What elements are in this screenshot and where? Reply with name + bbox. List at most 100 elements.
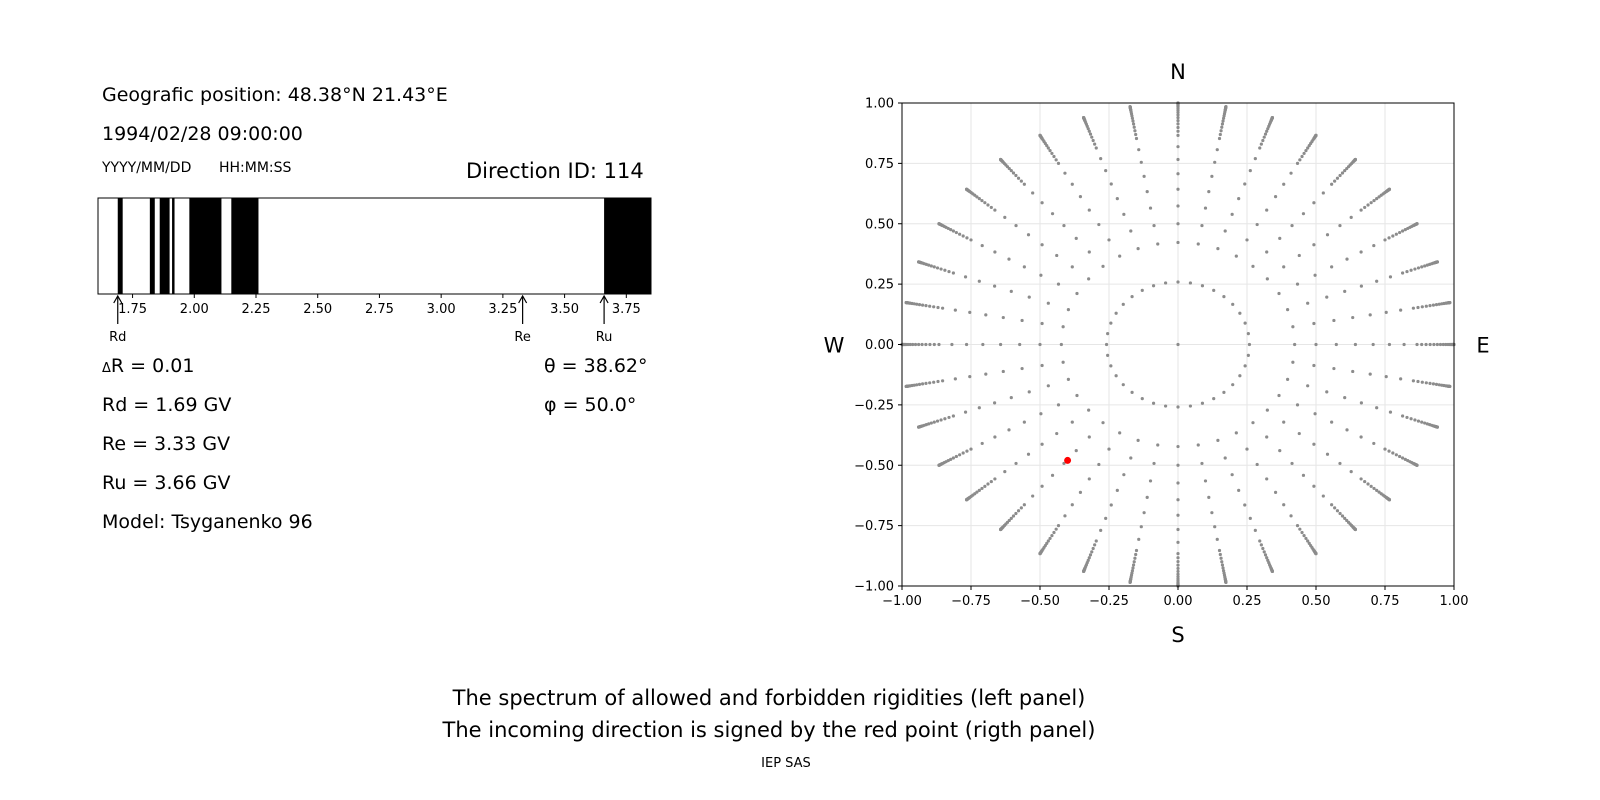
- direction-grid-point: [1265, 477, 1269, 481]
- direction-grid-point: [1176, 129, 1180, 133]
- direction-grid-point: [1221, 116, 1226, 120]
- direction-grid-point: [1152, 461, 1156, 466]
- direction-grid-point: [1216, 246, 1220, 251]
- spectrum-tick-label: 2.75: [365, 302, 394, 317]
- direction-grid-point: [1216, 438, 1220, 443]
- direction-grid-point: [1291, 325, 1295, 329]
- direction-grid-point: [1176, 527, 1180, 532]
- direction-grid-point: [1300, 154, 1304, 159]
- credit-label: IEP SAS: [761, 756, 811, 771]
- direction-grid-point: [1383, 238, 1387, 242]
- direction-grid-point: [1052, 530, 1056, 535]
- direction-grid-point: [947, 415, 951, 420]
- direction-grid-point: [1420, 380, 1424, 384]
- direction-grid-point: [1088, 553, 1093, 557]
- direction-grid-point: [1262, 550, 1266, 554]
- direction-grid-point: [929, 421, 933, 425]
- direction-grid-point: [1230, 473, 1234, 477]
- direction-grid-point: [1133, 129, 1137, 133]
- direction-grid-point: [1046, 384, 1050, 388]
- direction-grid-point: [1176, 145, 1180, 149]
- direction-grid-point: [1163, 404, 1168, 408]
- direction-grid-point: [1009, 395, 1013, 400]
- direction-grid-point: [1046, 301, 1050, 305]
- direction-grid-point: [1107, 238, 1111, 242]
- direction-grid-point: [1312, 363, 1316, 368]
- forbidden-band-0: [117, 198, 123, 294]
- direction-grid-point: [1312, 321, 1316, 326]
- direction-grid-point: [977, 406, 981, 410]
- direction-grid-point: [1359, 477, 1363, 481]
- direction-grid-point: [1022, 420, 1026, 424]
- direction-grid-point: [1416, 379, 1420, 384]
- direction-grid-point: [1118, 431, 1122, 435]
- direction-grid-point: [1359, 208, 1363, 212]
- direction-grid-point: [1372, 486, 1376, 491]
- direction-grid-point: [1325, 390, 1329, 394]
- delta-r-value: ΔR = 0.01: [102, 355, 194, 377]
- direction-grid-point: [1121, 383, 1125, 387]
- direction-grid-point: [1152, 223, 1156, 228]
- direction-grid-point: [1314, 342, 1318, 347]
- direction-grid-point: [1207, 190, 1211, 194]
- spectrum-tick-label: 1.75: [118, 302, 147, 317]
- x-tick-label: 1.00: [1440, 594, 1469, 609]
- direction-grid-point: [1270, 569, 1274, 574]
- direction-grid-point: [969, 447, 973, 451]
- direction-grid-point: [1056, 161, 1061, 165]
- direction-grid-point: [1306, 146, 1310, 150]
- direction-grid-point: [1109, 182, 1113, 186]
- direction-grid-point: [1087, 208, 1091, 212]
- direction-grid-point: [1078, 195, 1083, 199]
- y-tick-label: 0.50: [865, 217, 894, 232]
- direction-grid-point: [954, 230, 958, 235]
- direction-grid-point: [1048, 536, 1052, 541]
- direction-grid-point: [1435, 425, 1439, 429]
- direction-grid-point: [1383, 447, 1387, 451]
- direction-grid-point: [1293, 342, 1297, 347]
- direction-grid-point: [1448, 384, 1452, 389]
- direction-grid-point: [1278, 236, 1282, 240]
- direction-grid-point: [1325, 233, 1330, 237]
- direction-grid-point: [1359, 250, 1363, 254]
- direction-grid-point: [1176, 463, 1180, 467]
- direction-grid-point: [1136, 246, 1140, 251]
- direction-grid-point: [1061, 360, 1065, 364]
- x-tick-label: 0.75: [1371, 594, 1400, 609]
- compass-north: N: [1170, 60, 1186, 84]
- direction-grid-point: [1366, 482, 1370, 486]
- forbidden-band-4: [189, 198, 222, 294]
- spectrum-tick-label: 3.00: [427, 302, 456, 317]
- direction-grid-point: [1176, 122, 1180, 126]
- marker-label-ru: Ru: [596, 330, 613, 345]
- direction-grid-point: [1132, 125, 1136, 129]
- direction-grid-point: [1243, 321, 1247, 325]
- direction-grid-point: [1203, 479, 1208, 483]
- marker-label-rd: Rd: [109, 330, 126, 345]
- direction-grid-point: [1087, 250, 1091, 254]
- direction-grid-point: [1265, 250, 1269, 254]
- direction-grid-point: [1372, 198, 1376, 203]
- direction-grid-point: [983, 201, 987, 205]
- direction-grid-point: [1176, 133, 1180, 137]
- direction-grid-point: [1039, 273, 1043, 277]
- direction-grid-point: [1222, 295, 1226, 299]
- direction-grid-point: [1176, 556, 1180, 560]
- direction-grid-point: [1009, 516, 1013, 520]
- direction-grid-point: [998, 527, 1003, 532]
- direction-grid-point: [1097, 222, 1101, 227]
- direction-grid-point: [1087, 556, 1091, 560]
- x-tick-label: −0.75: [951, 594, 991, 609]
- direction-grid-point: [1372, 243, 1376, 248]
- x-tick-label: 0.50: [1302, 594, 1331, 609]
- direction-grid-point: [1176, 118, 1180, 123]
- direction-grid-point: [1234, 254, 1238, 258]
- direction-grid-point: [1107, 447, 1111, 451]
- direction-grid-point: [1221, 119, 1225, 123]
- direction-grid-point: [1130, 569, 1135, 573]
- direction-grid-point: [1022, 182, 1026, 186]
- direction-grid-point: [961, 234, 965, 238]
- direction-grid-point: [1401, 414, 1405, 418]
- direction-grid-point: [1359, 435, 1363, 439]
- direction-grid-point: [1082, 569, 1086, 574]
